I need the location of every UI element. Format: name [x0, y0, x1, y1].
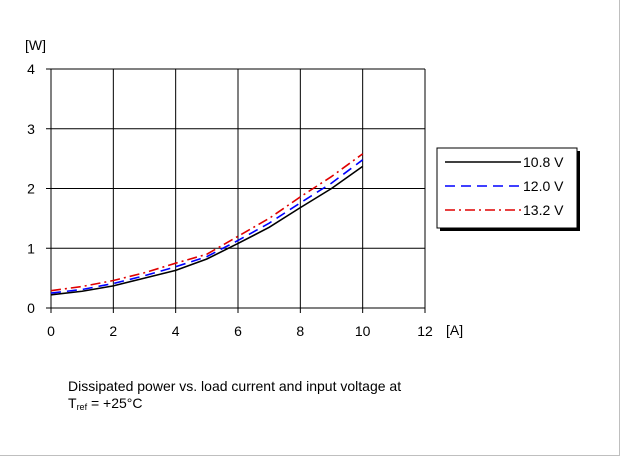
- caption-line-2: Tref = +25°C: [68, 395, 401, 416]
- y-tick-label-3: 3: [27, 121, 35, 137]
- x-tick-label-12: 12: [417, 323, 433, 339]
- caption-ref-subscript: ref: [76, 402, 88, 412]
- y-tick-label-4: 4: [27, 61, 35, 77]
- legend-label-1: 12.0 V: [523, 178, 564, 194]
- x-tick-label-0: 0: [47, 323, 55, 339]
- caption-temperature: = +25°C: [87, 395, 143, 411]
- y-tick-label-0: 0: [27, 300, 35, 316]
- y-axis-label: [W]: [25, 37, 46, 53]
- x-tick-label-8: 8: [296, 323, 304, 339]
- series-line-1: [50, 159, 364, 294]
- series-line-0: [50, 165, 364, 296]
- caption-line-1: Dissipated power vs. load current and in…: [68, 378, 402, 394]
- y-tick-label-1: 1: [27, 240, 35, 256]
- axes: [46, 68, 426, 313]
- figure-caption: Dissipated power vs. load current and in…: [68, 378, 401, 416]
- legend-label-0: 10.8 V: [523, 154, 564, 170]
- x-tick-label-4: 4: [172, 323, 180, 339]
- x-tick-label-6: 6: [234, 323, 242, 339]
- series-lines: [50, 153, 364, 296]
- x-tick-label-10: 10: [355, 323, 371, 339]
- grid: [51, 68, 426, 308]
- x-axis-label: [A]: [446, 322, 463, 338]
- legend: 10.8 V 12.0 V 13.2 V: [436, 147, 580, 231]
- x-tick-label-2: 2: [109, 323, 117, 339]
- series-line-2: [50, 153, 364, 292]
- y-tick-label-2: 2: [27, 181, 35, 197]
- caption-t: T: [68, 395, 77, 411]
- legend-label-2: 13.2 V: [523, 202, 564, 218]
